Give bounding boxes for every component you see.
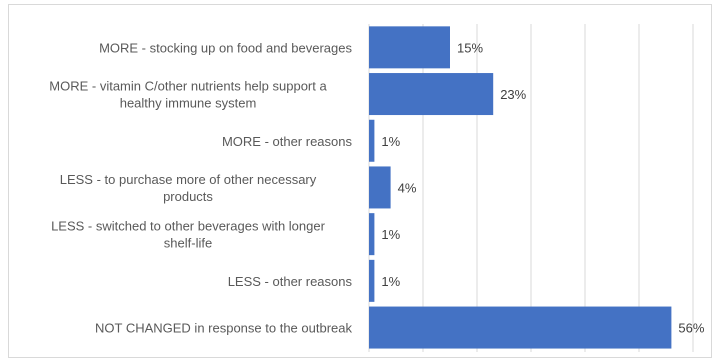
category-label: healthy immune system <box>120 96 257 111</box>
category-label: LESS - other reasons <box>228 274 353 289</box>
category-label: MORE - vitamin C/other nutrients help su… <box>49 79 327 94</box>
category-label: MORE - other reasons <box>222 134 353 149</box>
category-label: shelf-life <box>164 236 212 251</box>
bar <box>369 73 494 116</box>
chart-frame <box>8 4 712 358</box>
data-label: 4% <box>398 180 417 195</box>
bar <box>369 166 391 209</box>
data-label: 15% <box>457 40 483 55</box>
category-label: LESS - to purchase more of other necessa… <box>60 172 317 187</box>
data-label: 23% <box>500 87 526 102</box>
category-label: products <box>163 189 213 204</box>
bar <box>369 306 672 349</box>
bar <box>369 259 375 302</box>
category-label: LESS - switched to other beverages with … <box>51 219 326 234</box>
data-label: 1% <box>381 134 400 149</box>
category-label: MORE - stocking up on food and beverages <box>99 40 352 55</box>
bar <box>369 213 375 256</box>
category-label: NOT CHANGED in response to the outbreak <box>95 321 352 336</box>
data-label: 1% <box>381 274 400 289</box>
bar <box>369 119 375 162</box>
bar <box>369 26 450 69</box>
data-label: 56% <box>678 321 704 336</box>
data-label: 1% <box>381 227 400 242</box>
